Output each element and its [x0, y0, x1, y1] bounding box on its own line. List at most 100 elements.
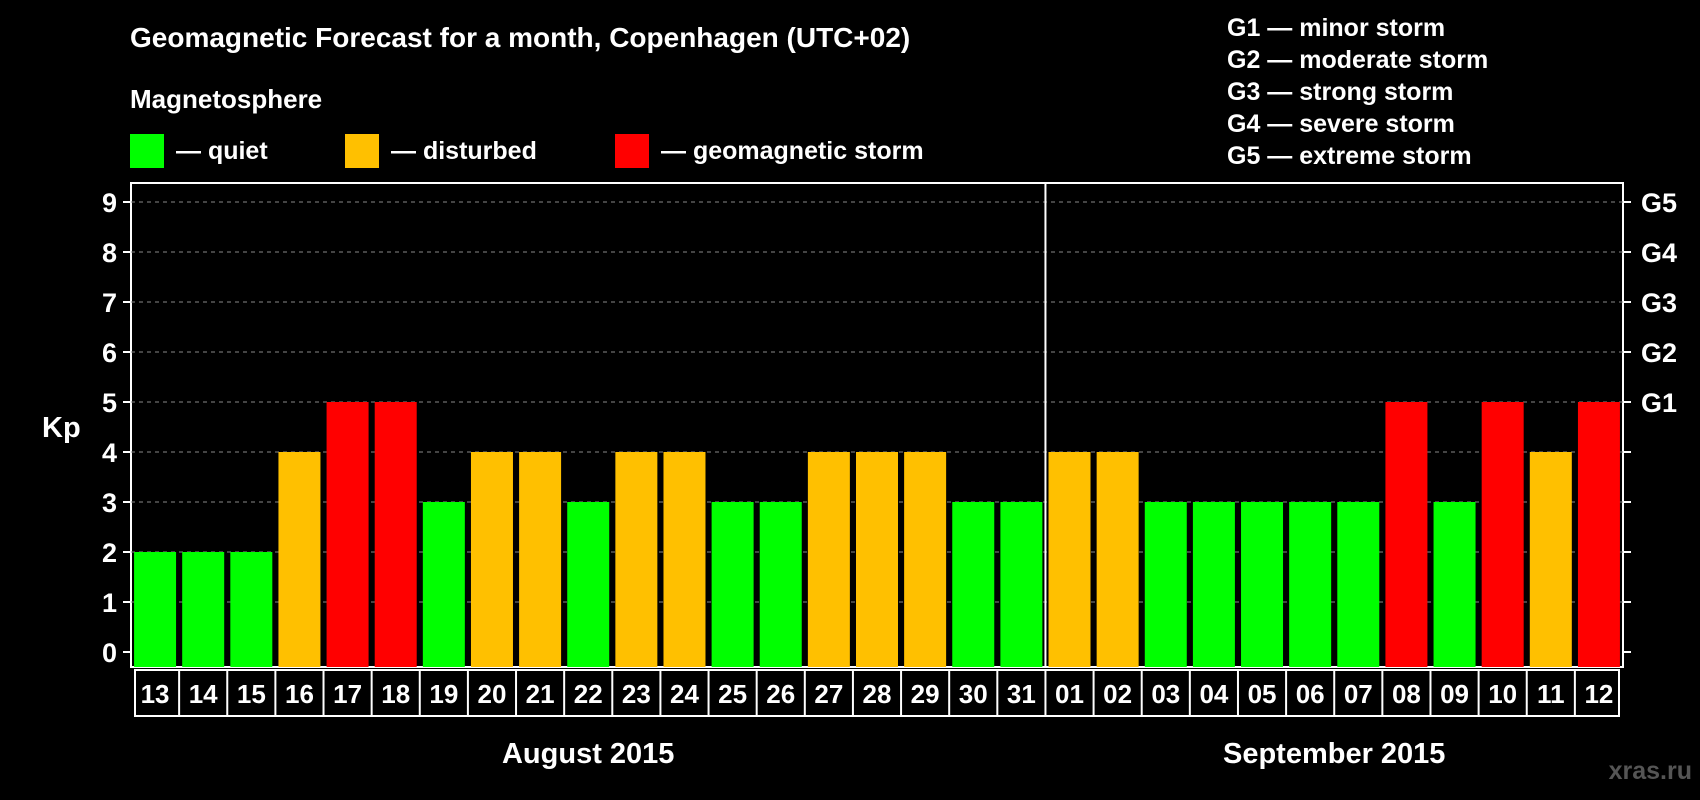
bar	[615, 452, 658, 667]
x-tick-label: 27	[814, 679, 843, 709]
x-tick-label: 22	[574, 679, 603, 709]
bar	[519, 452, 562, 667]
bar	[1048, 452, 1091, 667]
bar	[1289, 502, 1332, 667]
legend-label-storm: — geomagnetic storm	[661, 136, 924, 165]
g-level-label: G5	[1641, 188, 1677, 218]
storm-level-g5: G5 — extreme storm	[1227, 142, 1472, 170]
y-tick-label: 1	[102, 588, 117, 618]
y-tick-label: 6	[102, 338, 117, 368]
y-tick-label: 4	[102, 438, 117, 468]
x-tick-label: 09	[1440, 679, 1469, 709]
legend-item-disturbed: — disturbed	[345, 134, 537, 168]
legend-item-storm: — geomagnetic storm	[615, 134, 924, 168]
x-tick-label: 20	[478, 679, 507, 709]
legend-item-quiet: — quiet	[130, 134, 268, 168]
x-tick-label: 31	[1007, 679, 1036, 709]
bar	[1144, 502, 1187, 667]
bar	[711, 502, 754, 667]
g-level-label: G1	[1641, 388, 1677, 418]
bar	[1385, 402, 1428, 667]
x-tick-label: 03	[1151, 679, 1180, 709]
x-tick-label: 16	[285, 679, 314, 709]
bar	[1000, 502, 1043, 667]
bar	[1192, 502, 1235, 667]
y-tick-label: 7	[102, 288, 117, 318]
y-tick-label: 2	[102, 538, 117, 568]
x-tick-label: 28	[863, 679, 892, 709]
bar	[1241, 502, 1284, 667]
x-tick-label: 17	[333, 679, 362, 709]
legend-swatch-storm	[615, 134, 649, 168]
y-tick-label: 8	[102, 238, 117, 268]
legend-swatch-disturbed	[345, 134, 379, 168]
bar	[278, 452, 321, 667]
bar	[470, 452, 513, 667]
date-row-frame	[134, 669, 1620, 717]
x-tick-label: 23	[622, 679, 651, 709]
x-tick-label: 30	[959, 679, 988, 709]
x-tick-label: 29	[911, 679, 940, 709]
x-tick-label: 11	[1537, 679, 1565, 709]
bar	[1529, 452, 1572, 667]
x-tick-label: 24	[670, 679, 699, 709]
legend-label-quiet: — quiet	[176, 136, 268, 165]
x-tick-label: 26	[766, 679, 795, 709]
bar	[663, 452, 706, 667]
x-tick-label: 13	[141, 679, 170, 709]
x-tick-label: 02	[1103, 679, 1132, 709]
storm-level-legend: G1 — minor storm G2 — moderate storm G3 …	[1227, 12, 1488, 172]
month-label: August 2015	[502, 738, 674, 770]
bar	[1096, 452, 1139, 667]
x-tick-label: 14	[189, 679, 218, 709]
g-level-label: G2	[1641, 338, 1677, 368]
bar	[1481, 402, 1524, 667]
x-tick-label: 15	[237, 679, 266, 709]
bar	[1577, 402, 1620, 667]
bar	[759, 502, 802, 667]
x-tick-label: 04	[1199, 679, 1228, 709]
y-tick-label: 5	[102, 388, 117, 418]
bar	[567, 502, 610, 667]
bar	[326, 402, 369, 667]
storm-level-g3: G3 — strong storm	[1227, 78, 1454, 106]
y-tick-label: 3	[102, 488, 117, 518]
storm-level-g1: G1 — minor storm	[1227, 14, 1446, 42]
bar	[182, 552, 225, 667]
x-tick-label: 10	[1488, 679, 1517, 709]
x-tick-label: 19	[429, 679, 458, 709]
bar	[134, 552, 177, 667]
g-level-label: G4	[1641, 238, 1677, 268]
month-label: September 2015	[1223, 738, 1445, 770]
bar	[230, 552, 273, 667]
y-axis-label: Kp	[42, 412, 81, 444]
x-tick-label: 07	[1344, 679, 1373, 709]
bar	[1337, 502, 1380, 667]
bar	[952, 502, 995, 667]
x-tick-label: 18	[381, 679, 410, 709]
bar	[807, 452, 850, 667]
g-level-label: G3	[1641, 288, 1677, 318]
chart-title: Geomagnetic Forecast for a month, Copenh…	[130, 22, 911, 53]
x-tick-label: 01	[1055, 679, 1084, 709]
y-tick-label: 0	[102, 638, 117, 668]
legend-swatch-quiet	[130, 134, 164, 168]
x-tick-label: 05	[1248, 679, 1277, 709]
magnetosphere-label: Magnetosphere	[130, 84, 323, 114]
x-tick-label: 06	[1296, 679, 1325, 709]
storm-level-g2: G2 — moderate storm	[1227, 46, 1489, 74]
watermark: xras.ru	[1608, 757, 1692, 785]
x-tick-label: 08	[1392, 679, 1421, 709]
x-tick-label: 12	[1584, 679, 1613, 709]
bar	[1433, 502, 1476, 667]
bar	[904, 452, 947, 667]
x-tick-label: 21	[526, 679, 555, 709]
bar	[374, 402, 417, 667]
legend-label-disturbed: — disturbed	[391, 136, 537, 165]
bar	[856, 452, 898, 667]
storm-level-g4: G4 — severe storm	[1227, 110, 1455, 138]
bar	[422, 502, 465, 667]
x-tick-label: 25	[718, 679, 747, 709]
y-tick-label: 9	[102, 188, 117, 218]
